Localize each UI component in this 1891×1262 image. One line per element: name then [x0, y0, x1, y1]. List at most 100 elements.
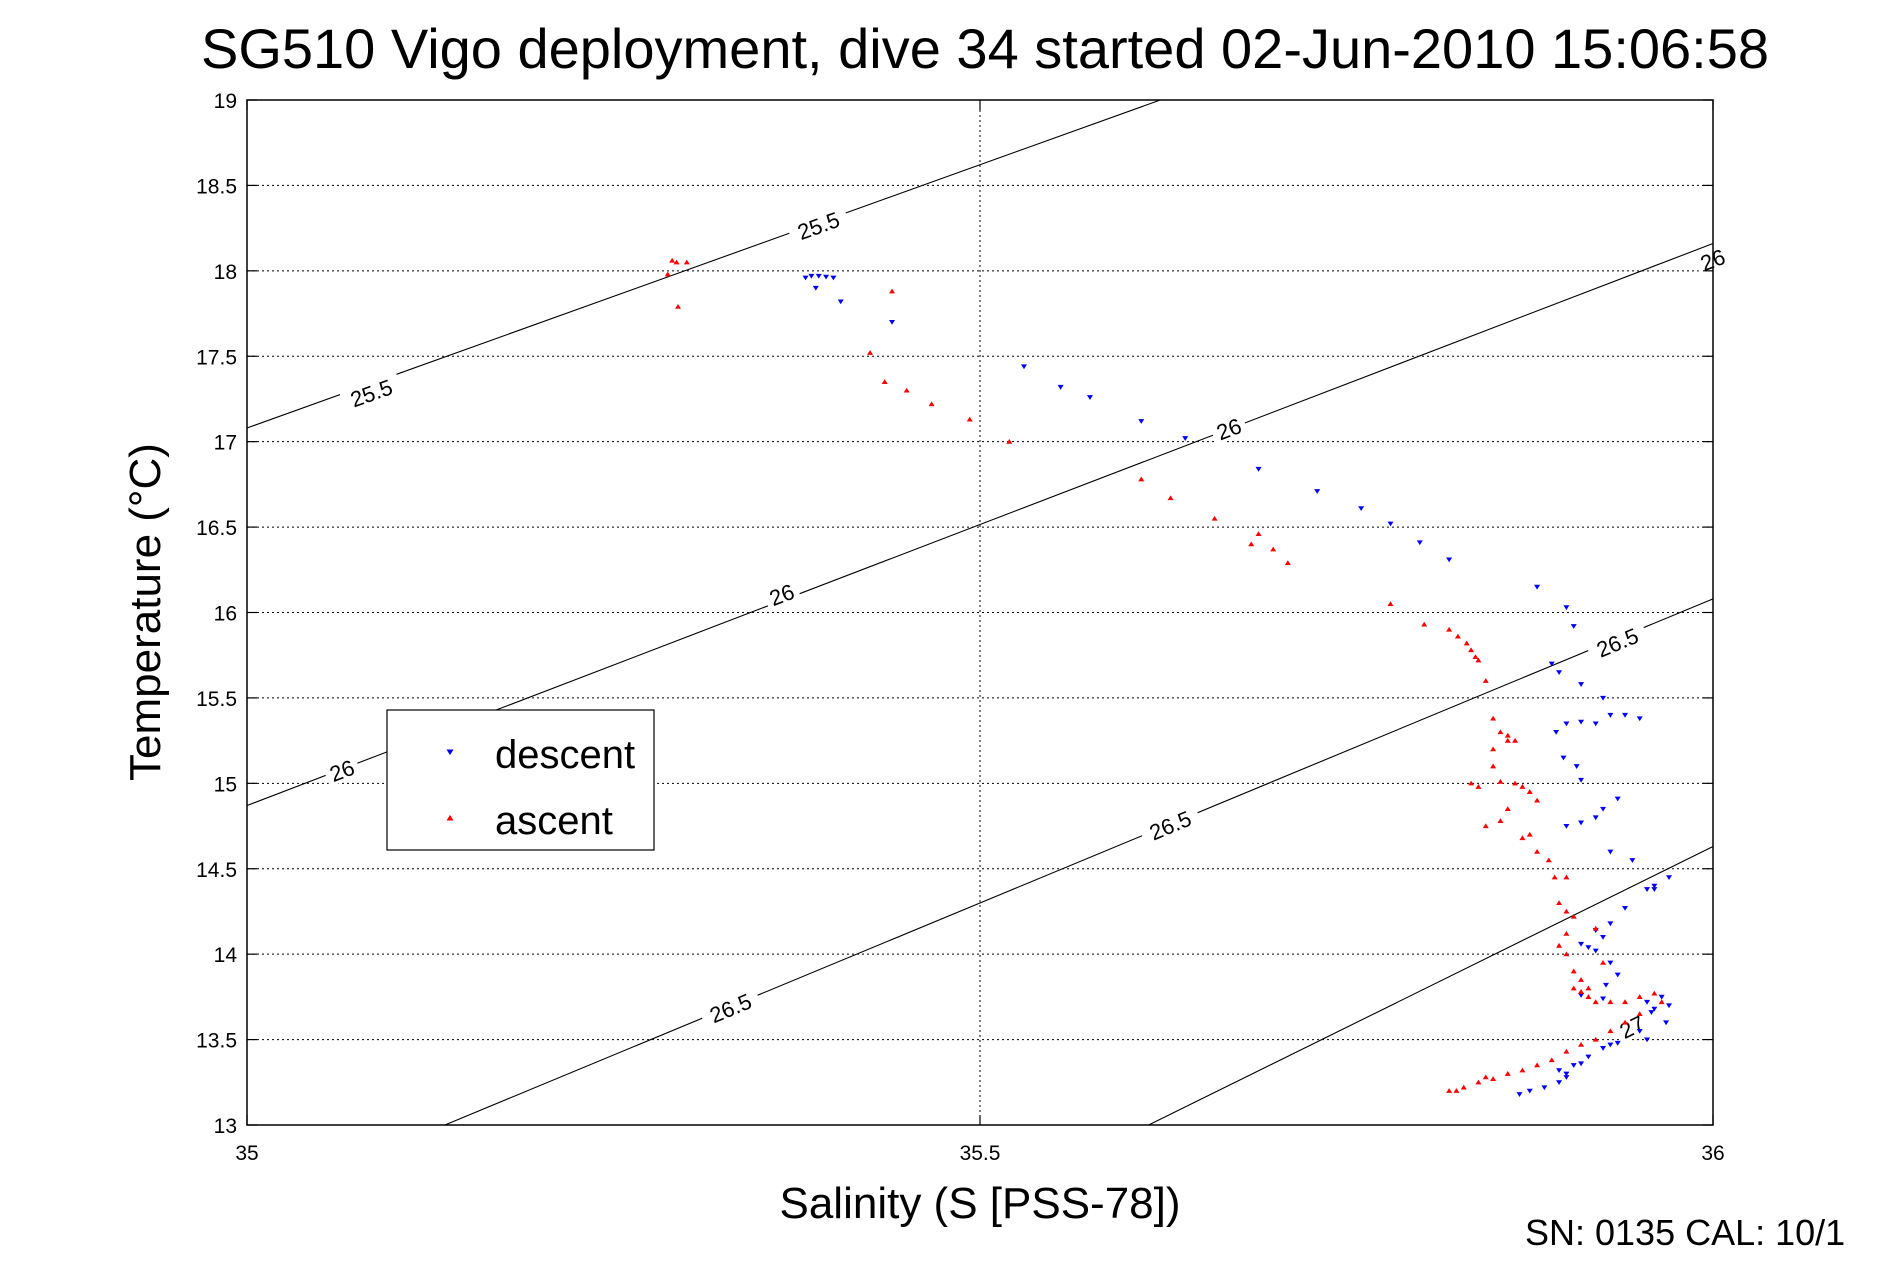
isopycnal-label-bg — [1137, 801, 1203, 847]
y-tick-label: 13 — [214, 1115, 237, 1138]
ascent-point — [1138, 476, 1145, 482]
ascent-point — [1556, 900, 1563, 906]
y-axis-label: Temperature (°C) — [121, 443, 170, 781]
isopycnal-label-text: 26.5 — [1593, 623, 1642, 663]
descent-point — [1556, 1080, 1563, 1085]
isopycnal-label-text: 26.5 — [706, 989, 755, 1029]
descent-point — [889, 319, 896, 325]
descent-point — [1644, 999, 1651, 1005]
descent-point — [1570, 624, 1577, 629]
descent-point — [1578, 1061, 1585, 1067]
ascent-point — [1563, 874, 1570, 880]
ascent-point — [928, 401, 935, 407]
ascent-point — [1534, 797, 1541, 803]
ascent-point — [1490, 746, 1497, 752]
descent-point — [1578, 941, 1585, 947]
ascent-point — [1468, 780, 1475, 786]
descent-point — [1636, 1028, 1643, 1034]
ascent-point — [1211, 515, 1218, 521]
descent-point — [1563, 721, 1570, 727]
ascent-point — [903, 387, 910, 393]
descent-point — [815, 273, 822, 279]
legend-label-descent: descent — [495, 733, 635, 777]
descent-point — [1600, 695, 1607, 701]
x-axis-label: Salinity (S [PSS-78]) — [779, 1179, 1180, 1228]
ascent-point — [1504, 806, 1511, 812]
ascent-point — [1556, 942, 1563, 948]
isopycnal-label-text: 26.5 — [1146, 806, 1195, 846]
isopycnal-label-bg — [785, 203, 851, 246]
descent-point — [1651, 887, 1658, 892]
ascent-point — [1622, 1019, 1629, 1025]
descent-point — [1607, 712, 1614, 718]
descent-point — [1614, 1040, 1621, 1046]
descent-point — [1585, 945, 1592, 951]
descent-point — [1020, 364, 1027, 370]
descent-point — [1560, 755, 1567, 761]
ascent-point — [881, 379, 888, 384]
ascent-point — [1482, 823, 1489, 829]
ascent-point — [1658, 999, 1665, 1005]
y-tick-label: 13.5 — [196, 1030, 237, 1053]
ascent-point — [1472, 654, 1479, 660]
ascent-point — [664, 271, 671, 277]
descent-marker-icon — [446, 749, 454, 756]
descent-point — [1556, 670, 1563, 675]
descent-point — [1607, 1042, 1614, 1048]
serial-calibration-note: SN: 0135 CAL: 10/1 — [1525, 1212, 1845, 1253]
ascent-point — [1570, 968, 1577, 974]
descent-point — [1607, 960, 1614, 966]
ascent-point — [1563, 930, 1570, 936]
ascent-point — [1512, 780, 1519, 786]
isopycnal-label-bg — [321, 752, 362, 787]
y-tick-label: 17 — [214, 432, 237, 455]
ascent-point — [1270, 546, 1277, 552]
ascent-point — [1563, 908, 1570, 914]
ascent-point — [675, 304, 682, 309]
descent-point — [1644, 887, 1651, 892]
y-tick-label: 14.5 — [196, 859, 237, 882]
x-tick-label: 36 — [1701, 1142, 1724, 1165]
ascent-point — [1167, 495, 1174, 501]
descent-point — [802, 275, 809, 281]
descent-point — [1578, 719, 1585, 725]
ascent-point — [1534, 1062, 1541, 1068]
y-tick-label: 14 — [214, 944, 238, 967]
ascent-point — [1497, 729, 1504, 735]
descent-point — [1602, 982, 1609, 988]
descent-point — [1636, 716, 1643, 722]
ascent-point — [1578, 977, 1585, 982]
descent-point — [808, 273, 815, 279]
ascent-point — [1651, 990, 1658, 996]
ascent-point — [1570, 985, 1577, 991]
ascent-point — [1578, 1042, 1585, 1047]
descent-point — [1563, 1075, 1570, 1080]
isopycnal-label: 26.5 — [1137, 801, 1203, 847]
ascent-point — [1490, 1076, 1497, 1081]
isopycnal-label-bg — [1208, 410, 1249, 446]
descent-point — [1573, 764, 1580, 769]
ascent-point — [1548, 1057, 1555, 1063]
ascent-point — [1600, 960, 1607, 965]
isopycnal-label: 25.5 — [785, 203, 851, 246]
descent-point — [830, 275, 837, 281]
ascent-point — [1585, 985, 1592, 991]
ascent-point — [1622, 999, 1629, 1005]
descent-point — [1644, 1037, 1651, 1043]
y-tick-label: 18 — [214, 261, 237, 284]
ascent-point — [683, 259, 690, 265]
ascent-point — [1526, 831, 1533, 837]
ascent-point — [1497, 818, 1504, 824]
descent-point — [1600, 934, 1607, 940]
isopycnal-label: 26.5 — [697, 984, 763, 1030]
descent-point — [1563, 1071, 1570, 1077]
grid — [247, 100, 1713, 1125]
descent-point — [1138, 419, 1145, 424]
ascent-point — [1519, 1067, 1526, 1073]
y-tick-label: 18.5 — [196, 175, 237, 198]
ascent-point — [1446, 1088, 1453, 1093]
descent-point — [1651, 883, 1658, 889]
ascent-point — [1490, 763, 1497, 769]
ascent-point — [966, 416, 973, 422]
